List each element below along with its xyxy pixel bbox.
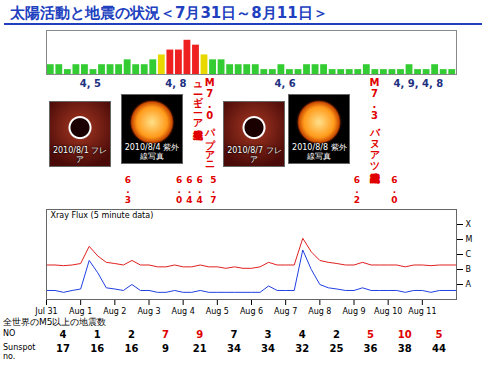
html-text:M7.3バヌアツ諸島地震発生: M7.3バヌアツ諸島地震発生: [369, 77, 380, 165]
html-text:34: 34: [261, 343, 275, 354]
html-text:4: 4: [298, 329, 306, 340]
html-text:2010/8/1 フレア: 2010/8/1 フレア: [52, 146, 108, 164]
svg-text:Aug 4: Aug 4: [172, 307, 195, 316]
html-text:4, 9, 4, 8: 4, 9, 4, 8: [393, 78, 444, 89]
html-text:3: 3: [264, 329, 272, 340]
html-text:4: 4: [59, 329, 67, 340]
html-text:2010/8/8 紫外線写真: 2010/8/8 紫外線写真: [292, 143, 347, 161]
svg-text:Aug 3: Aug 3: [137, 307, 160, 316]
html-text:6.4: 6.4: [194, 175, 205, 205]
html-text:4, 6: 4, 6: [274, 78, 296, 89]
html-text:4, 8: 4, 8: [165, 78, 187, 89]
html-text:10: 10: [397, 329, 412, 340]
svg-text:M: M: [466, 235, 473, 244]
html-text:太陽活動と地震の状況＜7月31日～8月11日＞: 太陽活動と地震の状況＜7月31日～8月11日＞: [10, 4, 328, 22]
html-text:Sunspot no.: Sunspot no.: [3, 343, 36, 361]
html-text:38: 38: [397, 343, 412, 354]
svg-text:X: X: [466, 220, 472, 229]
html-text:32: 32: [295, 343, 310, 354]
html-text:6.0: 6.0: [389, 175, 400, 205]
html-text:44: 44: [431, 343, 446, 354]
html-text:21: 21: [192, 343, 207, 354]
html-text:6.4: 6.4: [184, 175, 195, 205]
svg-text:Aug 2: Aug 2: [103, 307, 126, 316]
html-text:M7.0パプアニューギニア地震発生: M7.0パプアニューギニア地震発生: [192, 77, 216, 165]
html-text:9: 9: [196, 329, 204, 340]
svg-text:Aug 9: Aug 9: [342, 307, 365, 316]
html-text:7: 7: [162, 329, 170, 340]
svg-text:Aug 8: Aug 8: [308, 307, 331, 316]
html-text:5: 5: [367, 329, 375, 340]
html-text:全世界のM5以上の地震数: 全世界のM5以上の地震数: [3, 317, 107, 327]
html-text:25: 25: [329, 343, 344, 354]
svg-text:Aug 10: Aug 10: [374, 307, 402, 316]
html-text:6.3: 6.3: [123, 175, 133, 205]
svg-text:A: A: [466, 280, 472, 289]
svg-text:B: B: [466, 265, 472, 274]
html-text:6.2: 6.2: [351, 175, 362, 205]
html-text:6.0: 6.0: [174, 175, 185, 205]
html-text:16: 16: [90, 343, 105, 354]
html-text:34: 34: [226, 343, 241, 354]
svg-text:Aug 11: Aug 11: [408, 307, 436, 316]
html-text:2: 2: [332, 329, 340, 340]
svg-text:Xray Flux (5 minute data): Xray Flux (5 minute data): [51, 211, 154, 220]
html-text:36: 36: [363, 343, 378, 354]
svg-text:Jul 31: Jul 31: [34, 307, 57, 316]
html-text:NO: NO: [3, 329, 16, 338]
html-text:16: 16: [124, 343, 139, 354]
svg-text:Aug 7: Aug 7: [274, 307, 297, 316]
svg-text:Aug 6: Aug 6: [240, 307, 263, 316]
html-text:7: 7: [230, 329, 238, 340]
html-text:17: 17: [56, 343, 70, 354]
html-text:1: 1: [93, 329, 101, 340]
svg-text:Aug 1: Aug 1: [69, 307, 92, 316]
html-text:5: 5: [435, 329, 443, 340]
html-text:2010/8/4 紫外線写真: 2010/8/4 紫外線写真: [124, 143, 180, 161]
html-text:5.7: 5.7: [208, 175, 219, 205]
html-text:9: 9: [162, 343, 170, 354]
svg-text:C: C: [466, 250, 472, 259]
svg-text:Aug 5: Aug 5: [206, 307, 229, 316]
html-text:2010/8/7 フレア: 2010/8/7 フレア: [227, 146, 282, 164]
html-text:2: 2: [127, 329, 135, 340]
html-text:4, 5: 4, 5: [79, 78, 101, 89]
